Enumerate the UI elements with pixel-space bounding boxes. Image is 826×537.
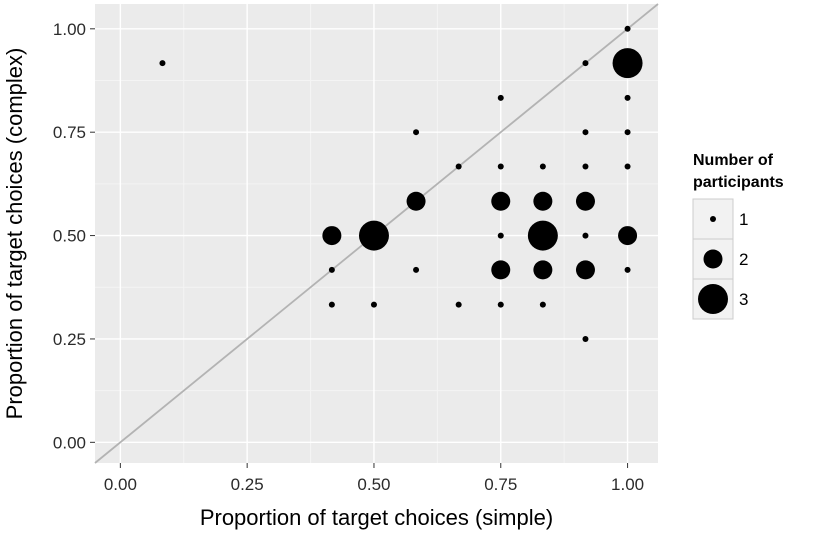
data-point <box>533 260 553 280</box>
data-point <box>624 25 631 32</box>
legend-label: 1 <box>739 210 748 229</box>
data-point <box>539 163 546 170</box>
x-tick-label: 0.00 <box>104 475 137 494</box>
legend: Number of participants 1 2 3 <box>692 152 784 320</box>
data-point <box>413 129 420 136</box>
data-point <box>582 232 589 239</box>
y-tick-label: 0.00 <box>53 433 86 452</box>
data-point <box>455 301 462 308</box>
data-point <box>527 220 558 251</box>
data-point <box>370 301 377 308</box>
data-point <box>358 220 389 251</box>
legend-key-point <box>710 216 716 222</box>
data-point <box>624 94 631 101</box>
data-point <box>624 163 631 170</box>
x-tick-label: 0.75 <box>484 475 517 494</box>
x-tick-label: 0.50 <box>357 475 390 494</box>
data-point <box>328 301 335 308</box>
data-point <box>497 232 504 239</box>
data-point <box>624 266 631 273</box>
data-point <box>159 60 166 67</box>
x-tick-label: 0.25 <box>231 475 264 494</box>
y-tick-label: 0.25 <box>53 330 86 349</box>
data-point <box>322 226 342 246</box>
data-point <box>413 266 420 273</box>
data-point <box>618 226 638 246</box>
x-axis-title: Proportion of target choices (simple) <box>200 505 553 530</box>
legend-key-point <box>698 284 728 314</box>
data-point <box>497 301 504 308</box>
data-point <box>497 94 504 101</box>
data-point <box>575 260 595 280</box>
data-point <box>582 129 589 136</box>
legend-title: participants <box>693 174 784 191</box>
data-point <box>491 191 511 211</box>
points-layer <box>159 25 643 342</box>
data-point <box>406 191 426 211</box>
x-tick-label: 1.00 <box>611 475 644 494</box>
data-point <box>328 266 335 273</box>
data-point <box>497 163 504 170</box>
y-tick-label: 1.00 <box>53 20 86 39</box>
axes-layer: 0.00 0.25 0.50 0.75 1.00 0.00 0.25 0.50 0.75 1.00… <box>2 20 644 530</box>
data-point <box>582 60 589 67</box>
y-axis-title: Proportion of target choices (complex) <box>2 48 27 420</box>
legend-title: Number of <box>693 152 774 169</box>
data-point <box>539 301 546 308</box>
data-point <box>582 335 589 342</box>
data-point <box>582 163 589 170</box>
data-point <box>624 129 631 136</box>
legend-label: 3 <box>739 290 748 309</box>
y-tick-label: 0.50 <box>53 227 86 246</box>
legend-label: 2 <box>739 250 748 269</box>
data-point <box>491 260 511 280</box>
data-point <box>612 48 643 79</box>
y-tick-label: 0.75 <box>53 123 86 142</box>
legend-key-point <box>703 249 723 269</box>
data-point <box>533 191 553 211</box>
data-point <box>575 191 595 211</box>
data-point <box>455 163 462 170</box>
